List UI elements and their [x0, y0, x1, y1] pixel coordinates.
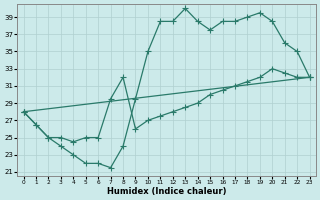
X-axis label: Humidex (Indice chaleur): Humidex (Indice chaleur) — [107, 187, 226, 196]
